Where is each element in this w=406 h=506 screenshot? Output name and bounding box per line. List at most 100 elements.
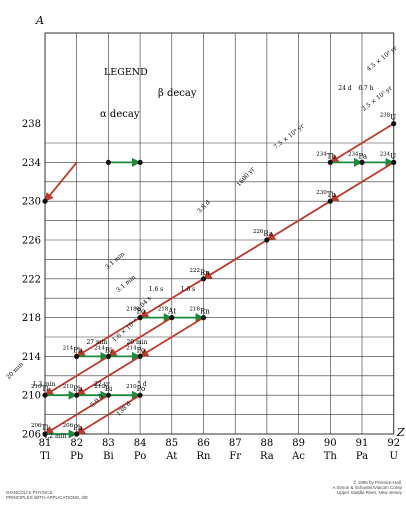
nuclide-point — [137, 159, 143, 165]
nuclide-mass: 206 — [31, 423, 42, 429]
x-tick-element: Rn — [197, 451, 212, 462]
nuclide-mass: 214 — [63, 345, 74, 351]
nuclide-label: 218Rn — [190, 307, 211, 316]
nuclide-label: 218Po — [126, 307, 145, 316]
nuclide-point — [391, 121, 397, 127]
legend-beta-label: β decay — [158, 88, 197, 99]
x-tick-number: 81 — [39, 438, 52, 449]
alpha-decay-arrow — [107, 316, 173, 358]
nuclide-label: 210Tl — [31, 384, 49, 393]
half-life-label: 27 min — [86, 339, 107, 346]
nuclide-mass: 218 — [190, 307, 201, 313]
half-life-label: 3.1 min — [104, 251, 126, 271]
nuclide-symbol: Pb — [73, 385, 83, 393]
nuclide-symbol: U — [390, 152, 396, 160]
x-tick-element: U — [389, 451, 397, 462]
nuclide-symbol: Tl — [42, 385, 50, 393]
nuclide-label: 230Th — [316, 190, 336, 199]
nuclide-mass: 210 — [31, 384, 42, 390]
x-tick-number: 92 — [387, 438, 400, 449]
x-tick-number: 82 — [70, 438, 83, 449]
half-life-label: 20 min — [126, 339, 147, 346]
y-tick-label: 222 — [22, 274, 41, 285]
x-tick-number: 85 — [165, 438, 178, 449]
nuclide-mass: 234 — [348, 151, 359, 157]
plot-frame — [44, 32, 395, 435]
nuclide-label: 214Po — [126, 345, 145, 354]
nuclide-mass: 234 — [380, 151, 391, 157]
nuclide-point — [327, 198, 333, 204]
nuclide-mass: 206 — [63, 423, 74, 429]
nuclide-mass: 210 — [63, 384, 74, 390]
half-life-label: 7.5 × 10⁴ yr — [273, 123, 306, 151]
x-tick-element: Tl — [40, 451, 50, 462]
nuclide-symbol: Bi — [105, 346, 113, 354]
grid — [44, 32, 395, 435]
y-tick-label: 234 — [22, 158, 41, 169]
half-life-label: 20 min — [5, 361, 25, 381]
nuclide-symbol: U — [390, 114, 396, 122]
nuclide-point — [200, 276, 207, 282]
nuclide-mass: 210 — [126, 384, 137, 390]
nuclide-point — [200, 315, 207, 321]
nuclide-mass: 214 — [126, 345, 137, 351]
alpha-decay-arrow — [329, 122, 395, 164]
nuclide-point — [42, 431, 48, 437]
alpha-decay-arrow — [139, 278, 204, 319]
footer-publisher: A Simon & Schuster/Viacom Comp — [332, 485, 402, 490]
footer-book-subtitle: PRINCIPLES WITH APPLICATIONS, 4/E — [6, 495, 89, 500]
x-tick-element: Ac — [291, 451, 305, 462]
nuclide-symbol: Po — [137, 385, 146, 393]
x-tick-element: Pb — [70, 451, 83, 462]
x-tick-element: Th — [324, 451, 338, 462]
half-life-label: 1.6 s — [149, 286, 164, 293]
decay-arrows — [44, 122, 395, 439]
nuclide-mass: 218 — [158, 307, 169, 313]
nuclide-point — [137, 315, 143, 321]
nuclide-point — [359, 159, 365, 165]
nuclide-point — [74, 392, 80, 398]
nuclide-label: 234Th — [316, 151, 336, 160]
nuclide-symbol: Rn — [200, 269, 210, 277]
y-tick-label: 226 — [22, 236, 41, 247]
alpha-decay-arrow — [202, 239, 268, 280]
nuclide-mass: 230 — [316, 190, 327, 196]
half-life-label: 1.6 s — [181, 286, 196, 293]
half-life-label: 4.2 min — [44, 433, 67, 440]
nuclide-point — [264, 237, 270, 243]
nuclide-symbol: Ra — [263, 230, 273, 238]
alpha-decay-arrow — [139, 316, 204, 358]
nuclide-symbol: Th — [327, 152, 337, 160]
nuclide-mass: 226 — [253, 229, 264, 235]
footer-book-title: GIANCOLI'S PHYSICS: — [6, 490, 54, 495]
nuclide-label: 214Bi — [94, 345, 113, 354]
x-tick-element: Pa — [356, 451, 368, 462]
x-tick-number: 88 — [261, 438, 274, 449]
nuclide-symbol: At — [167, 308, 176, 316]
legend-alpha-label: α decay — [100, 109, 140, 120]
nuclide-label: 234U — [380, 151, 397, 160]
x-tick-number: 86 — [197, 438, 210, 449]
nuclide-points — [42, 121, 397, 437]
nuclide-symbol: Rn — [200, 308, 210, 316]
nuclide-point — [391, 159, 397, 165]
half-life-label: 1600 yr — [235, 166, 256, 188]
nuclide-label: 218At — [158, 307, 176, 316]
x-axis-title: Z — [396, 426, 405, 439]
nuclide-point — [42, 198, 48, 204]
footer-location: Upper Saddle River, New Jersey — [336, 490, 402, 495]
y-tick-label: 210 — [22, 391, 41, 402]
y-axis-title: A — [35, 14, 44, 27]
half-life-label: 24 d — [338, 85, 352, 92]
half-life-label: 6.7 h — [358, 85, 373, 92]
nuclide-mass: 234 — [316, 151, 327, 157]
nuclide-label: 210Po — [126, 384, 145, 393]
nuclide-mass: 222 — [190, 268, 201, 274]
nuclide-point — [105, 392, 111, 398]
nuclide-label: 214Pb — [63, 345, 83, 354]
footer-left: GIANCOLI'S PHYSICS: PRINCIPLES WITH APPL… — [6, 490, 88, 500]
nuclide-label: 222Rn — [190, 268, 211, 277]
